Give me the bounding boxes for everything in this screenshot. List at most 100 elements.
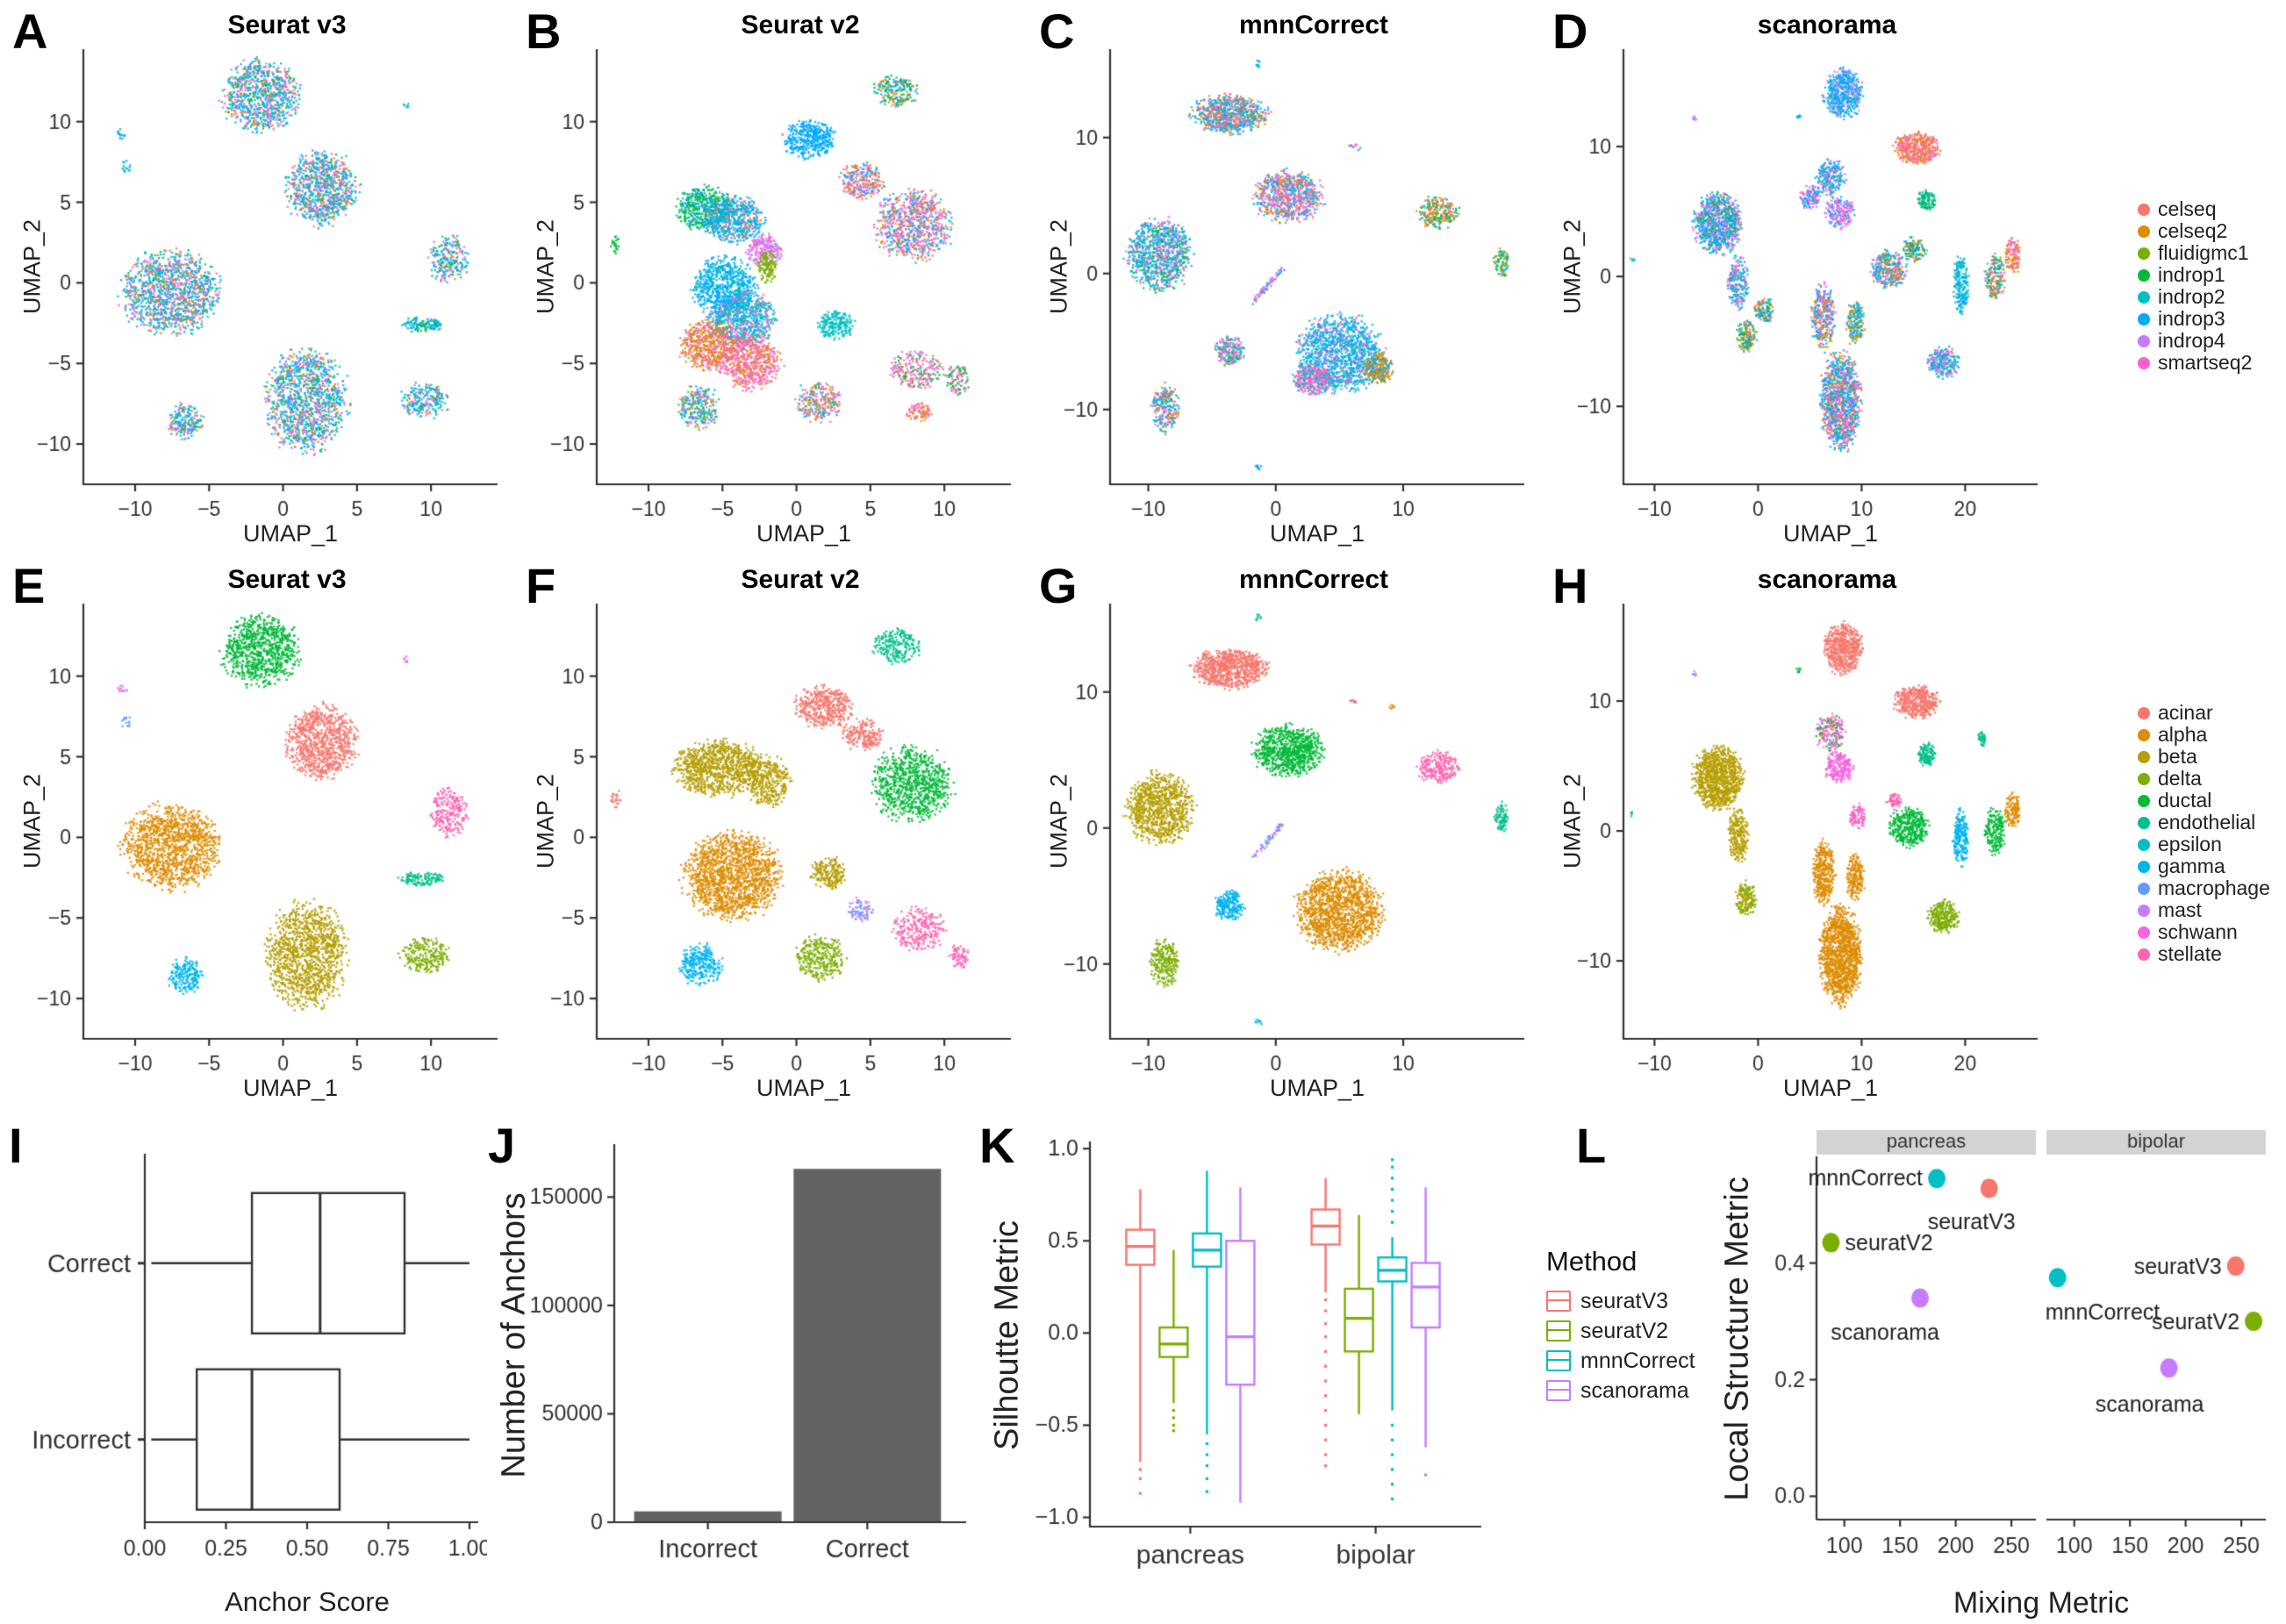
y-axis-label: UMAP_2 <box>1045 773 1072 869</box>
x-axis-label: UMAP_1 <box>1269 1075 1365 1101</box>
y-axis-label: Silhoutte Metric <box>988 1220 1026 1450</box>
legend-dot-beta <box>2138 750 2150 763</box>
legend-item: delta <box>2138 767 2270 790</box>
legend-item: smartseq2 <box>2138 351 2252 374</box>
umap-scatter-canvas-E <box>13 595 505 1100</box>
panel-letter-J: J <box>488 1118 516 1173</box>
umap-scatter-canvas-G <box>1040 595 1531 1100</box>
legend-label: scanorama <box>1580 1377 1689 1403</box>
y-axis-label: UMAP_2 <box>1559 218 1586 315</box>
umap-panel-F: Seurat v2 UMAP_2 UMAP_1 <box>527 563 1018 1102</box>
y-axis-label: Local Structure Metric <box>1718 1177 1756 1501</box>
legend-label: stellate <box>2158 942 2222 965</box>
panel-title: Seurat v2 <box>741 11 860 39</box>
legend-item: macrophage <box>2138 876 2270 899</box>
umap-scatter-canvas-H <box>1553 595 2045 1100</box>
legend-label: delta <box>2158 767 2202 790</box>
legend-item: indrop4 <box>2138 329 2252 352</box>
legend-label: endothelial <box>2158 811 2256 833</box>
panel-letter-F: F <box>526 558 556 613</box>
panel-letter-K: K <box>979 1118 1015 1173</box>
y-axis-label: UMAP_2 <box>532 218 559 315</box>
legend-label: celseq2 <box>2158 219 2228 242</box>
panel-title: mnnCorrect <box>1238 565 1389 594</box>
anchor-count-bar-panel: Number of Anchors <box>491 1132 978 1623</box>
legend-item: beta <box>2138 745 2270 768</box>
umap-scatter-canvas-B <box>527 40 1018 546</box>
batch-legend: celseq celseq2 fluidigmc1 indrop1 indrop… <box>2138 197 2252 374</box>
legend-item: seuratV2 <box>1546 1316 1695 1346</box>
anchor-count-bar-canvas <box>491 1132 978 1597</box>
legend-item: endothelial <box>2138 811 2270 833</box>
metric-scatter-canvas <box>1711 1123 2286 1579</box>
method-legend: Method seuratV3 seuratV2 mnnCorrect scan… <box>1546 1246 1695 1406</box>
panel-letter-B: B <box>526 4 562 59</box>
legend-dot-delta <box>2138 772 2150 785</box>
silhouette-boxplot-canvas <box>985 1132 1529 1610</box>
x-axis-label: UMAP_1 <box>756 1075 852 1101</box>
legend-label: epsilon <box>2158 833 2222 855</box>
legend-dot-schwann <box>2138 926 2150 939</box>
panel-letter-E: E <box>12 558 46 613</box>
method-legend-title: Method <box>1546 1246 1637 1277</box>
x-axis-label: UMAP_1 <box>756 520 852 547</box>
panel-letter-L: L <box>1576 1118 1607 1173</box>
legend-item: fluidigmc1 <box>2138 241 2252 264</box>
panel-letter-G: G <box>1039 558 1078 613</box>
legend-item: celseq <box>2138 197 2252 220</box>
anchor-score-boxplot-canvas <box>13 1132 487 1588</box>
legend-dot-ductal <box>2138 794 2150 807</box>
panel-letter-A: A <box>12 4 48 59</box>
boxplot-glyph-scanorama <box>1546 1380 1571 1401</box>
metric-scatter-panel: Local Structure Metric Mixing Metric <box>1711 1123 2286 1624</box>
legend-dot-fluidigmc1 <box>2138 247 2150 260</box>
y-axis-label: UMAP_2 <box>1045 218 1072 315</box>
y-axis-label: UMAP_2 <box>18 773 46 869</box>
legend-item: indrop2 <box>2138 285 2252 308</box>
boxplot-glyph-mnnCorrect <box>1546 1350 1571 1371</box>
legend-dot-smartseq2 <box>2138 356 2150 369</box>
panel-title: scanorama <box>1757 565 1897 594</box>
y-axis-label: UMAP_2 <box>1559 773 1586 869</box>
legend-label: alpha <box>2158 723 2208 746</box>
legend-dot-gamma <box>2138 860 2150 873</box>
legend-item: indrop1 <box>2138 263 2252 286</box>
umap-scatter-canvas-F <box>527 595 1018 1100</box>
x-axis-label: Mixing Metric <box>1953 1586 2130 1620</box>
x-axis-label: Anchor Score <box>225 1586 390 1617</box>
umap-panel-E: Seurat v3 UMAP_2 UMAP_1 <box>13 563 505 1102</box>
x-axis-label: UMAP_1 <box>242 520 339 547</box>
panel-letter-D: D <box>1552 4 1588 59</box>
legend-label: gamma <box>2158 855 2225 877</box>
panel-title: scanorama <box>1757 11 1897 39</box>
umap-scatter-canvas-C <box>1040 40 1531 546</box>
umap-panel-D: scanorama UMAP_2 UMAP_1 <box>1553 9 2045 547</box>
x-axis-label: UMAP_1 <box>242 1075 339 1101</box>
legend-label: indrop2 <box>2158 285 2225 308</box>
legend-dot-macrophage <box>2138 882 2150 895</box>
legend-label: indrop1 <box>2158 263 2225 286</box>
legend-dot-acinar <box>2138 706 2150 719</box>
umap-panel-A: Seurat v3 UMAP_2 UMAP_1 <box>13 9 505 547</box>
legend-dot-endothelial <box>2138 816 2150 829</box>
legend-dot-mast <box>2138 904 2150 917</box>
legend-item: acinar <box>2138 701 2270 724</box>
legend-item: indrop3 <box>2138 307 2252 330</box>
legend-item: schwann <box>2138 920 2270 943</box>
legend-label: seuratV2 <box>1580 1318 1669 1343</box>
legend-dot-stellate <box>2138 948 2150 961</box>
umap-panel-C: mnnCorrect UMAP_2 UMAP_1 <box>1040 9 1531 547</box>
anchor-score-boxplot-panel: Anchor Score <box>13 1132 487 1623</box>
legend-label: acinar <box>2158 701 2213 724</box>
legend-dot-indrop4 <box>2138 334 2150 347</box>
x-axis-label: UMAP_1 <box>1782 520 1879 547</box>
legend-item: epsilon <box>2138 833 2270 855</box>
legend-item: stellate <box>2138 942 2270 965</box>
legend-label: celseq <box>2158 197 2217 220</box>
legend-label: beta <box>2158 745 2197 768</box>
legend-dot-celseq2 <box>2138 225 2150 238</box>
legend-dot-indrop3 <box>2138 312 2150 326</box>
legend-label: macrophage <box>2158 876 2270 899</box>
legend-label: fluidigmc1 <box>2158 241 2249 264</box>
